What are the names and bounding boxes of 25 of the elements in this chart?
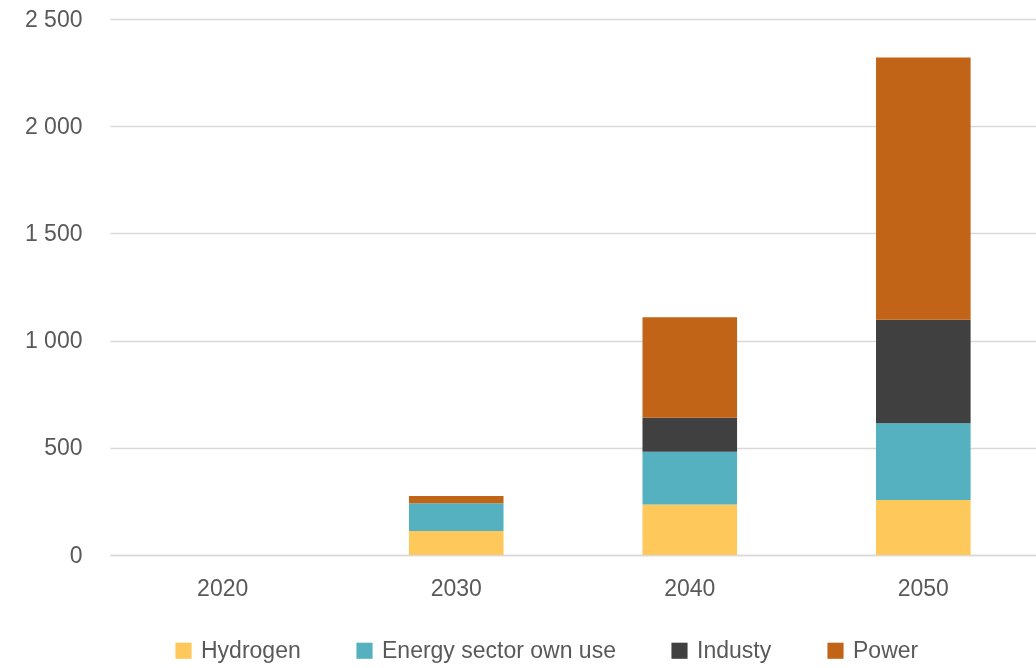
legend-label: Hydrogen: [201, 636, 301, 663]
bar: [408, 503, 504, 531]
legend-label: Energy sector own use: [382, 636, 616, 663]
bar: [642, 317, 738, 418]
bar: [876, 319, 971, 424]
x-tick-label: 2030: [430, 574, 482, 601]
bar: [642, 451, 738, 505]
bar: [408, 496, 504, 504]
x-tick-label: 2020: [197, 574, 249, 601]
y-tick-label: 0: [69, 541, 83, 568]
bar: [876, 57, 971, 320]
bar: [642, 504, 738, 555]
bar: [876, 499, 971, 555]
y-tick-label: 1 500: [24, 219, 83, 246]
bar: [642, 417, 738, 452]
x-tick-label: 2050: [897, 574, 949, 601]
legend-label: Industy: [697, 636, 772, 663]
bar: [876, 423, 971, 500]
bar: [408, 530, 504, 555]
y-tick-label: 2 500: [24, 5, 83, 32]
y-tick-label: 1 000: [24, 327, 83, 354]
legend-label: Power: [853, 636, 919, 663]
x-tick-label: 2040: [664, 574, 716, 601]
y-tick-label: 2 000: [24, 112, 83, 139]
y-tick-label: 500: [44, 434, 83, 461]
